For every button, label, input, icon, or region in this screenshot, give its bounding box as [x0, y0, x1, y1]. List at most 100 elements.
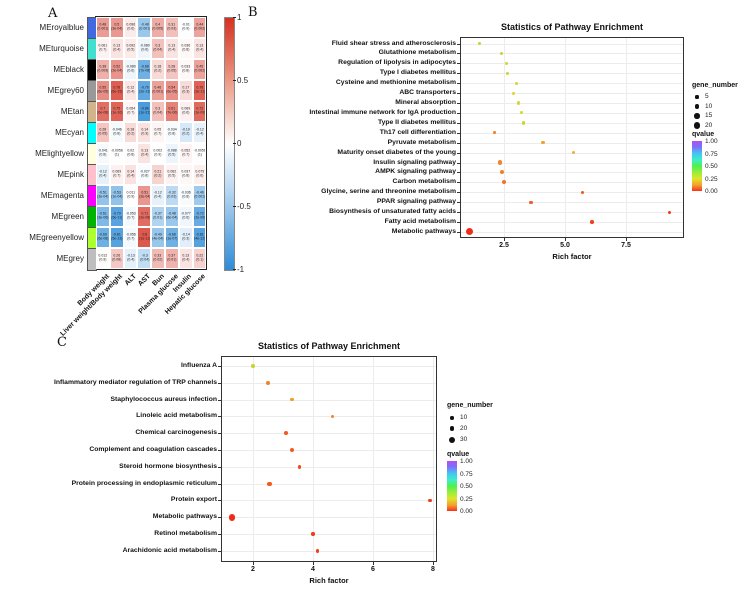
- heatmap-cell-text: -0.48 (0.001): [138, 23, 150, 31]
- gridline: [461, 53, 683, 55]
- data-point-dot: [541, 141, 545, 145]
- module-label: MEgreenyellow: [29, 232, 84, 242]
- data-point-dot: [267, 481, 272, 486]
- heatmap-cell-text: -0.69 (6e-08): [97, 233, 109, 241]
- heatmap-cell-text: -0.046 (0.8): [111, 128, 122, 136]
- y-tick-mark: [218, 550, 221, 552]
- heatmap-cell: 0.55 (6e-05): [96, 80, 110, 101]
- colorbar-tick-mark: [233, 17, 236, 18]
- pathway-label: Insulin signaling pathway: [373, 158, 456, 166]
- colorbar-tick-label: 1: [237, 13, 242, 22]
- data-point-dot: [499, 51, 504, 55]
- heatmap-cell-text: 0.33 (0.02): [153, 254, 163, 262]
- heatmap-cell: 0.037 (0.8): [178, 164, 193, 185]
- data-point-dot: [499, 170, 504, 175]
- pathway-label: Type II diabetes mellitus: [377, 118, 456, 126]
- heatmap-cell-text: 0.78 (6e-15): [111, 86, 123, 94]
- pathway-label: Pyruvate metabolism: [387, 138, 456, 146]
- data-point-dot: [571, 151, 576, 155]
- heatmap-cell-text: -0.86 (1e-21): [138, 107, 150, 115]
- heatmap-cell: -0.12 (0.4): [151, 185, 165, 206]
- gridline: [626, 38, 627, 237]
- heatmap-cell-text: -0.0056 (1): [110, 149, 123, 157]
- heatmap-cell: -0.027 (0.8): [137, 164, 152, 185]
- data-point-dot: [284, 431, 288, 436]
- pathway-label: Th17 cell differentiation: [379, 128, 456, 136]
- gridline: [461, 83, 683, 85]
- heatmap-cell: 0.3 (0.04): [151, 38, 165, 59]
- gridline: [461, 202, 683, 204]
- y-tick-mark: [457, 202, 460, 204]
- pathway-label: Mineral absorption: [395, 99, 456, 107]
- pathway-label: Influenza A: [181, 362, 217, 369]
- heatmap-cell: -0.053 (0.7): [123, 206, 138, 227]
- y-tick-mark: [457, 231, 460, 233]
- heatmap-cell-text: 0.55 (6e-05): [97, 86, 109, 94]
- gridline: [373, 357, 374, 561]
- legend-size-dot: [694, 104, 700, 109]
- heatmap-cell: 0.28 (0.05): [96, 122, 110, 143]
- y-tick-mark: [218, 433, 221, 435]
- data-point-dot: [330, 414, 335, 419]
- heatmap-cell-text: -0.81 (4e-12): [193, 233, 206, 241]
- pathway-label: Chemical carcinogenesis: [135, 429, 217, 437]
- heatmap-cell-text: 0.71 (2e-08): [138, 212, 150, 220]
- y-tick-mark: [457, 172, 460, 174]
- heatmap-cell-text: 0.13 (0.4): [195, 44, 204, 52]
- pathway-label: Complement and coagulation cascades: [89, 446, 217, 453]
- data-point-dot: [297, 464, 302, 469]
- gridline: [565, 38, 566, 237]
- heatmap-cell-text: 0.069 (0.7): [112, 170, 122, 178]
- heatmap-cell-text: 0.13 (0.4): [182, 254, 190, 262]
- heatmap-cell-text: -0.080 (0.6): [125, 65, 136, 73]
- legend-qvalue-title: qvalue: [447, 451, 470, 458]
- x-axis-title: Rich factor: [552, 252, 592, 261]
- heatmap-cell: 0.061 (0.7): [96, 38, 110, 59]
- heatmap-cell-text: -0.48 (6e-04): [166, 212, 178, 220]
- heatmap-cell-text: 0.052 (0.7): [181, 149, 191, 157]
- x-tick-mark: [313, 562, 314, 565]
- heatmap-cell-text: 0.28 (0.05): [167, 65, 177, 73]
- heatmap-cell-text: -0.79 (6e-11): [111, 212, 123, 220]
- legend-gene-number-title: gene_number: [447, 402, 493, 409]
- legend-size-label: 20: [460, 424, 468, 432]
- heatmap-cell-text: 0.037 (0.8): [181, 170, 191, 178]
- data-point-dot: [502, 180, 506, 185]
- pathway-label: Metabolic pathways: [391, 227, 456, 235]
- gridline: [461, 43, 683, 45]
- heatmap-cell: -0.3 (0.04): [137, 248, 152, 269]
- legend-size-label: 20: [705, 121, 713, 129]
- y-tick-mark: [218, 500, 221, 502]
- heatmap-cell: 0.18 (0.2): [151, 59, 165, 80]
- module-label: MEpink: [57, 169, 84, 179]
- heatmap-cell: 0.5 (3e-04): [109, 17, 124, 38]
- gridline: [461, 231, 683, 233]
- plot-title: Statistics of Pathway Enrichment: [257, 341, 401, 351]
- heatmap-cell: 0.52 (2e-04): [109, 59, 124, 80]
- pathway-label: Steroid hormone biosynthesis: [119, 462, 217, 470]
- heatmap-cell: 0.13 (0.4): [192, 38, 207, 59]
- heatmap-cell: -0.86 (1e-21): [137, 101, 152, 122]
- heatmap-cell: -0.69 (6e-08): [96, 227, 110, 248]
- heatmap-cell: 0.13 (0.4): [109, 38, 124, 59]
- panel-c-label: C: [57, 335, 67, 350]
- heatmap-cell-text: -0.027 (0.8): [139, 170, 150, 178]
- gridline: [461, 73, 683, 75]
- data-point-dot: [492, 131, 496, 135]
- heatmap-cell: 0.012 (0.9): [96, 248, 110, 269]
- heatmap-cell-text: -0.036 (0.8): [180, 191, 191, 199]
- heatmap-cell: 0.14 (0.4): [123, 164, 138, 185]
- heatmap-cell-text: 0.21 (0.2): [154, 170, 162, 178]
- module-label: MElightyellow: [35, 148, 84, 158]
- heatmap-cell-text: 0.05 (0.7): [154, 128, 162, 136]
- y-tick-mark: [218, 382, 221, 384]
- legend-qvalue-tick-label: 1.00: [460, 458, 473, 465]
- heatmap-cell-text: -0.053 (0.7): [125, 212, 136, 220]
- heatmap-cell-text: 0.012 (0.9): [98, 254, 108, 262]
- colorbar-tick-mark: [233, 143, 236, 144]
- heatmap-cell: 0.002 (0.9): [151, 143, 165, 164]
- data-point-dot: [311, 532, 315, 536]
- heatmap-cell-text: 0.18 (0.2): [126, 128, 135, 136]
- pathway-label: PPAR signaling pathway: [376, 198, 456, 206]
- heatmap-cell: -0.080 (0.6): [123, 59, 138, 80]
